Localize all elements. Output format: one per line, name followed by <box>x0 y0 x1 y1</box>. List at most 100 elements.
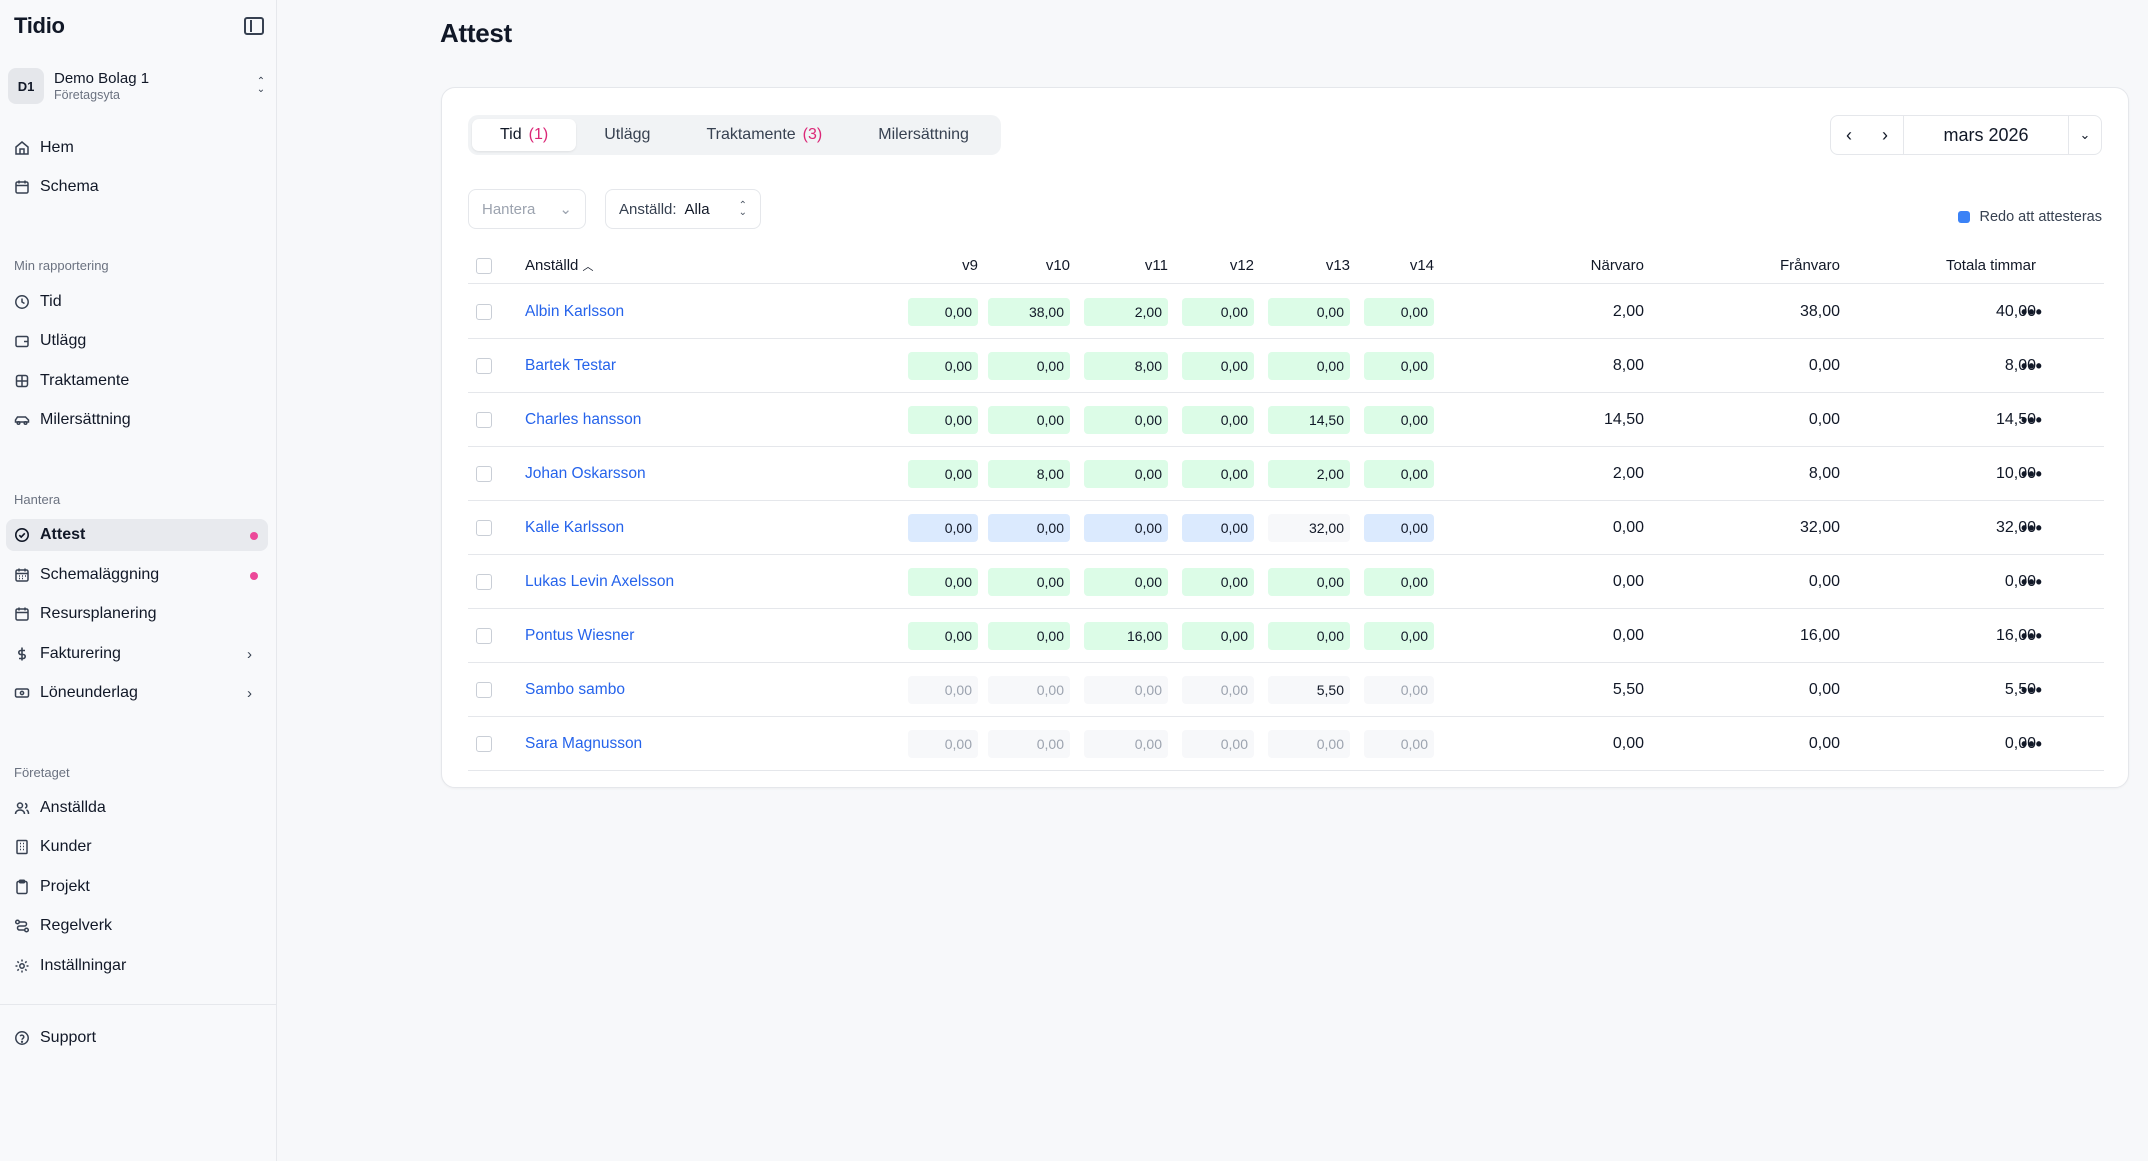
manage-select[interactable]: Hantera ⌄ <box>468 189 586 229</box>
tab-utlagg[interactable]: Utlägg <box>576 119 678 151</box>
week-hours-cell[interactable]: 0,00 <box>1364 568 1434 596</box>
week-hours-cell[interactable]: 0,00 <box>1182 730 1254 758</box>
week-hours-cell[interactable]: 0,00 <box>1364 460 1434 488</box>
week-hours-cell[interactable]: 16,00 <box>1084 622 1168 650</box>
week-hours-cell[interactable]: 0,00 <box>1364 298 1434 326</box>
week-hours-cell[interactable]: 0,00 <box>988 352 1070 380</box>
week-hours-cell[interactable]: 0,00 <box>908 514 978 542</box>
week-hours-cell[interactable]: 0,00 <box>1084 514 1168 542</box>
prev-month-button[interactable]: ‹ <box>1831 116 1867 154</box>
period-label[interactable]: mars 2026 <box>1903 116 2069 154</box>
more-options-icon[interactable]: ••• <box>2021 626 2043 646</box>
week-hours-cell[interactable]: 0,00 <box>1182 514 1254 542</box>
employee-filter[interactable]: Anställd: Alla ⌃ ⌄ <box>605 189 761 229</box>
week-hours-cell[interactable]: 0,00 <box>1364 514 1434 542</box>
row-checkbox[interactable] <box>476 466 492 482</box>
week-hours-cell[interactable]: 0,00 <box>1268 298 1350 326</box>
more-options-icon[interactable]: ••• <box>2021 410 2043 430</box>
week-hours-cell[interactable]: 0,00 <box>1182 352 1254 380</box>
week-hours-cell[interactable]: 32,00 <box>1268 514 1350 542</box>
week-hours-cell[interactable]: 14,50 <box>1268 406 1350 434</box>
week-hours-cell[interactable]: 0,00 <box>1268 730 1350 758</box>
more-options-icon[interactable]: ••• <box>2021 302 2043 322</box>
row-checkbox[interactable] <box>476 574 492 590</box>
select-all-checkbox[interactable] <box>476 258 492 274</box>
nav-item-projekt[interactable]: Projekt <box>6 871 268 903</box>
employee-name-link[interactable]: Sambo sambo <box>525 681 625 698</box>
row-checkbox[interactable] <box>476 628 492 644</box>
next-month-button[interactable]: › <box>1867 116 1903 154</box>
week-hours-cell[interactable]: 0,00 <box>1182 622 1254 650</box>
nav-item-hem[interactable]: Hem <box>6 132 268 164</box>
week-hours-cell[interactable]: 0,00 <box>988 514 1070 542</box>
week-hours-cell[interactable]: 0,00 <box>1084 406 1168 434</box>
week-hours-cell[interactable]: 0,00 <box>1182 676 1254 704</box>
tab-tid[interactable]: Tid (1) <box>472 119 577 151</box>
more-options-icon[interactable]: ••• <box>2021 572 2043 592</box>
week-hours-cell[interactable]: 0,00 <box>1364 622 1434 650</box>
week-hours-cell[interactable]: 0,00 <box>988 730 1070 758</box>
nav-item-regelverk[interactable]: Regelverk <box>6 910 268 942</box>
week-hours-cell[interactable]: 0,00 <box>1364 676 1434 704</box>
week-hours-cell[interactable]: 0,00 <box>908 568 978 596</box>
week-hours-cell[interactable]: 0,00 <box>908 298 978 326</box>
nav-item-milersattning[interactable]: Milersättning <box>6 404 268 436</box>
nav-item-attest[interactable]: Attest <box>6 519 268 551</box>
sidebar-collapse-icon[interactable] <box>244 17 264 35</box>
week-hours-cell[interactable]: 0,00 <box>1268 352 1350 380</box>
week-hours-cell[interactable]: 0,00 <box>988 622 1070 650</box>
employee-name-link[interactable]: Johan Oskarsson <box>525 465 646 482</box>
week-hours-cell[interactable]: 0,00 <box>1084 460 1168 488</box>
nav-item-schemalaggning[interactable]: Schemaläggning <box>6 559 268 591</box>
week-hours-cell[interactable]: 0,00 <box>908 622 978 650</box>
week-hours-cell[interactable]: 0,00 <box>908 460 978 488</box>
row-checkbox[interactable] <box>476 682 492 698</box>
employee-name-link[interactable]: Kalle Karlsson <box>525 519 625 536</box>
nav-item-utlagg[interactable]: Utlägg <box>6 325 268 357</box>
nav-item-traktamente[interactable]: Traktamente <box>6 365 268 397</box>
week-hours-cell[interactable]: 0,00 <box>1182 460 1254 488</box>
week-hours-cell[interactable]: 0,00 <box>1268 622 1350 650</box>
week-hours-cell[interactable]: 0,00 <box>988 676 1070 704</box>
week-hours-cell[interactable]: 0,00 <box>1182 298 1254 326</box>
employee-name-link[interactable]: Albin Karlsson <box>525 303 625 320</box>
nav-item-tid[interactable]: Tid <box>6 286 268 318</box>
org-switcher[interactable]: D1 Demo Bolag 1 Företagsyta ⌃ ⌄ <box>8 66 268 106</box>
week-hours-cell[interactable]: 2,00 <box>1268 460 1350 488</box>
column-header-employee[interactable]: Anställd ︿ <box>525 248 594 284</box>
week-hours-cell[interactable]: 0,00 <box>908 676 978 704</box>
nav-item-loneunderlag[interactable]: Löneunderlag › <box>6 677 268 709</box>
more-options-icon[interactable]: ••• <box>2021 464 2043 484</box>
nav-item-fakturering[interactable]: Fakturering › <box>6 638 268 670</box>
employee-name-link[interactable]: Bartek Testar <box>525 357 617 374</box>
row-checkbox[interactable] <box>476 736 492 752</box>
week-hours-cell[interactable]: 0,00 <box>1084 568 1168 596</box>
period-dropdown-button[interactable]: ⌄ <box>2069 116 2101 154</box>
more-options-icon[interactable]: ••• <box>2021 734 2043 754</box>
row-checkbox[interactable] <box>476 304 492 320</box>
week-hours-cell[interactable]: 38,00 <box>988 298 1070 326</box>
week-hours-cell[interactable]: 0,00 <box>1182 406 1254 434</box>
nav-item-kunder[interactable]: Kunder <box>6 831 268 863</box>
week-hours-cell[interactable]: 0,00 <box>1084 676 1168 704</box>
week-hours-cell[interactable]: 0,00 <box>1364 352 1434 380</box>
row-checkbox[interactable] <box>476 412 492 428</box>
more-options-icon[interactable]: ••• <box>2021 356 2043 376</box>
nav-item-anstallda[interactable]: Anställda <box>6 792 268 824</box>
week-hours-cell[interactable]: 0,00 <box>988 406 1070 434</box>
employee-name-link[interactable]: Pontus Wiesner <box>525 627 635 644</box>
week-hours-cell[interactable]: 0,00 <box>1364 406 1434 434</box>
week-hours-cell[interactable]: 0,00 <box>1364 730 1434 758</box>
nav-item-installningar[interactable]: Inställningar <box>6 950 268 982</box>
employee-name-link[interactable]: Charles hansson <box>525 411 642 428</box>
row-checkbox[interactable] <box>476 358 492 374</box>
week-hours-cell[interactable]: 8,00 <box>988 460 1070 488</box>
week-hours-cell[interactable]: 8,00 <box>1084 352 1168 380</box>
employee-name-link[interactable]: Sara Magnusson <box>525 735 643 752</box>
week-hours-cell[interactable]: 0,00 <box>1084 730 1168 758</box>
row-checkbox[interactable] <box>476 520 492 536</box>
more-options-icon[interactable]: ••• <box>2021 680 2043 700</box>
nav-item-support[interactable]: Support <box>6 1022 268 1054</box>
tab-milersattning[interactable]: Milersättning <box>850 119 997 151</box>
week-hours-cell[interactable]: 0,00 <box>988 568 1070 596</box>
